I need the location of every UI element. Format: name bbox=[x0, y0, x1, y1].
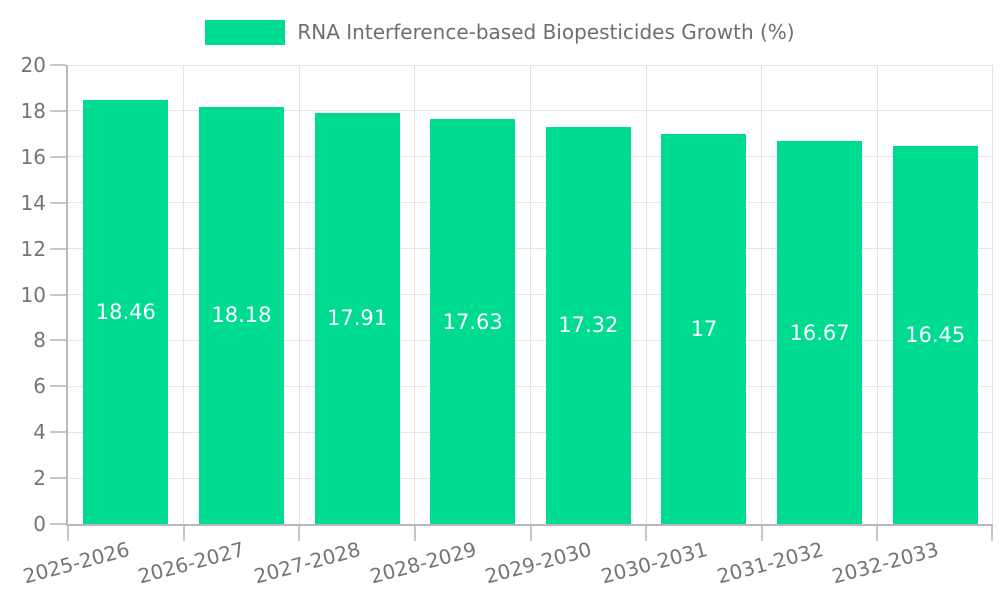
vertical-gridline bbox=[645, 65, 647, 524]
y-axis-tick-label: 6 bbox=[33, 374, 46, 399]
bar-value-label: 18.18 bbox=[211, 303, 272, 328]
bar: 17.63 bbox=[430, 119, 516, 524]
vertical-gridline bbox=[298, 65, 300, 524]
y-axis-tick bbox=[50, 523, 66, 525]
y-axis-tick bbox=[50, 431, 66, 434]
x-axis-tick bbox=[529, 526, 532, 541]
x-axis-tick bbox=[413, 526, 416, 541]
bar: 17.32 bbox=[545, 126, 631, 524]
plot-area: 0 2 4 6 8 10 12 14 16 18 20 18.46 2025-2026 18.18 2026… bbox=[20, 55, 993, 588]
legend-label: RNA Interference-based Biopesticides Gro… bbox=[297, 20, 795, 44]
bar-value-label: 16.67 bbox=[789, 320, 850, 345]
y-axis-tick-label: 0 bbox=[33, 512, 46, 536]
bar-value-label: 17.63 bbox=[442, 309, 503, 334]
x-axis-category-label: 2028-2029 bbox=[367, 537, 479, 589]
bar: 17 bbox=[661, 133, 747, 524]
y-axis-tick bbox=[50, 477, 66, 480]
x-axis-tick bbox=[991, 526, 993, 541]
y-axis-tick bbox=[50, 339, 66, 342]
bar: 18.18 bbox=[198, 106, 284, 524]
x-axis-category-label: 2029-2030 bbox=[482, 537, 595, 589]
y-axis-tick bbox=[50, 247, 66, 250]
bar: 18.46 bbox=[83, 100, 169, 524]
legend: RNA Interference-based Biopesticides Gro… bbox=[0, 20, 1000, 45]
y-axis-tick bbox=[50, 293, 66, 296]
y-axis-tick-label: 16 bbox=[20, 144, 46, 169]
y-axis-tick-label: 14 bbox=[20, 190, 46, 215]
bar-value-label: 16.45 bbox=[905, 323, 966, 348]
legend-item[interactable]: RNA Interference-based Biopesticides Gro… bbox=[205, 20, 795, 45]
vertical-gridline bbox=[183, 65, 185, 524]
bar-value-label: 17.91 bbox=[327, 306, 388, 331]
x-axis-category-label: 2026-2027 bbox=[135, 537, 248, 589]
bar: 17.91 bbox=[314, 112, 400, 524]
y-axis-tick-label: 2 bbox=[33, 466, 46, 491]
vertical-gridline bbox=[876, 65, 878, 524]
x-axis-tick bbox=[876, 526, 879, 541]
y-axis-tick bbox=[50, 64, 66, 66]
bar-value-label: 17.32 bbox=[558, 313, 619, 338]
y-axis-tick-label: 12 bbox=[20, 236, 46, 261]
x-axis-tick bbox=[645, 526, 648, 541]
vertical-gridline bbox=[414, 65, 416, 524]
x-axis-tick bbox=[182, 526, 185, 541]
y-axis-tick-label: 20 bbox=[20, 53, 46, 77]
y-axis-tick-label: 8 bbox=[33, 328, 46, 353]
bar-value-label: 17 bbox=[690, 316, 718, 341]
y-axis-tick bbox=[50, 385, 66, 388]
bar: 16.45 bbox=[892, 146, 978, 524]
y-axis-tick-label: 18 bbox=[20, 98, 46, 123]
vertical-gridline bbox=[530, 65, 531, 524]
vertical-gridline bbox=[992, 65, 993, 524]
bar-value-label: 18.46 bbox=[95, 300, 156, 325]
y-axis-tick bbox=[50, 109, 66, 112]
x-axis-tick bbox=[760, 526, 763, 541]
x-axis-category-label: 2027-2028 bbox=[251, 537, 364, 589]
y-axis-tick-label: 10 bbox=[20, 282, 46, 307]
x-axis-tick bbox=[298, 526, 301, 541]
y-axis-tick-label: 4 bbox=[33, 420, 46, 445]
x-axis-tick bbox=[67, 526, 69, 541]
bar: 16.67 bbox=[777, 141, 863, 524]
y-axis-tick bbox=[50, 155, 66, 158]
legend-color-swatch bbox=[205, 20, 286, 45]
x-axis-category-label: 2031-2032 bbox=[714, 537, 826, 589]
vertical-gridline bbox=[761, 65, 763, 524]
x-axis-category-label: 2032-2033 bbox=[829, 537, 942, 589]
x-axis-category-label: 2030-2031 bbox=[598, 537, 710, 589]
x-axis-category-label: 2025-2026 bbox=[20, 537, 132, 589]
y-axis-tick bbox=[50, 201, 66, 204]
